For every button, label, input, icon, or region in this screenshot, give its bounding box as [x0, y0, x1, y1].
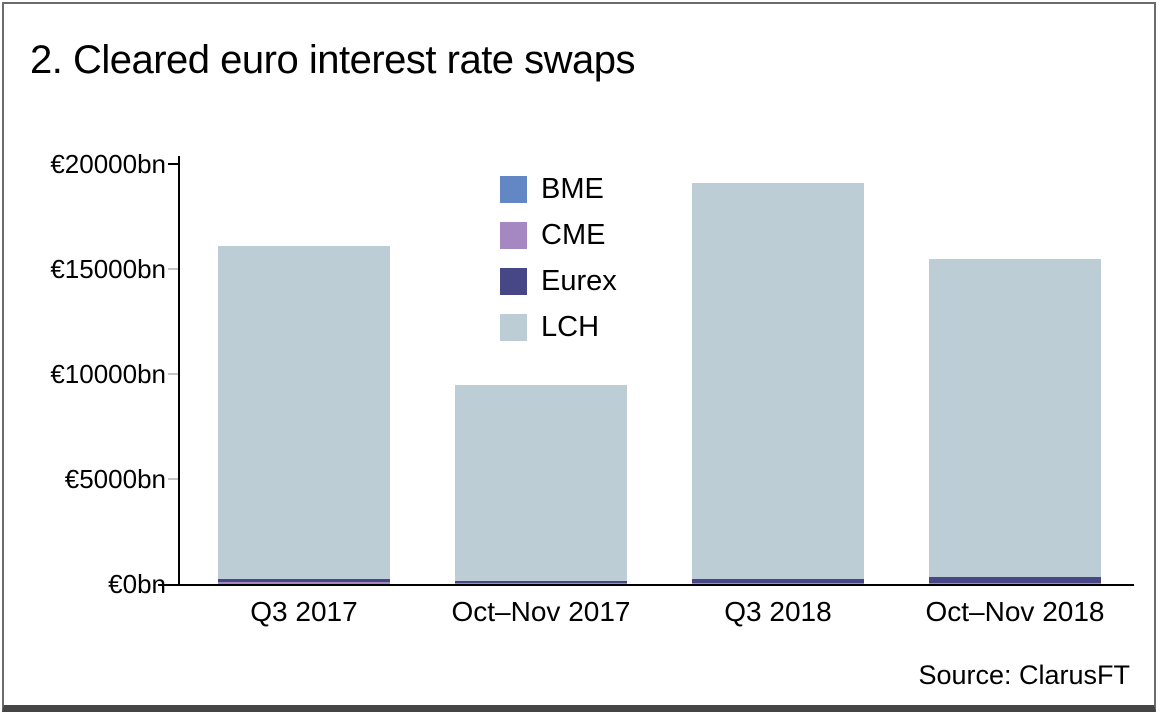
legend-item-bme: BME: [500, 175, 617, 204]
bar-segment-eurex: [692, 578, 864, 583]
legend-item-lch: LCH: [500, 313, 617, 342]
bar-segment-lch: [455, 384, 627, 582]
x-axis-line: [158, 584, 1134, 586]
y-tick: [168, 373, 178, 375]
bar-q3-2018: [692, 182, 864, 584]
legend-swatch-lch: [500, 314, 527, 341]
bar-segment-eurex: [455, 581, 627, 584]
chart-title: 2. Cleared euro interest rate swaps: [30, 38, 636, 82]
bar-segment-cme: [455, 583, 627, 584]
bar-q3-2017: [218, 245, 390, 584]
bar-segment-eurex: [218, 578, 390, 582]
legend: BME CME Eurex LCH: [500, 175, 617, 359]
y-tick: [168, 478, 178, 480]
source-note: Source: ClarusFT: [918, 660, 1130, 690]
legend-swatch-bme: [500, 176, 527, 203]
x-axis-label: Oct–Nov 2018: [925, 596, 1105, 627]
bar-oct-nov-2017: [455, 384, 627, 584]
y-axis-label: €5000bn: [64, 464, 166, 494]
legend-swatch-cme: [500, 222, 527, 249]
y-axis-label: €0bn: [108, 569, 166, 599]
y-axis-line: [178, 156, 180, 586]
bar-segment-cme: [929, 583, 1101, 584]
bar-segment-lch: [692, 182, 864, 579]
legend-item-cme: CME: [500, 221, 617, 250]
legend-label: Eurex: [541, 265, 617, 297]
bar-segment-eurex: [929, 577, 1101, 584]
y-axis-label: €20000bn: [50, 149, 166, 179]
legend-swatch-eurex: [500, 268, 527, 295]
x-axis-label: Q3 2017: [250, 596, 358, 627]
legend-label: BME: [541, 173, 604, 205]
x-axis-label: Oct–Nov 2017: [451, 596, 631, 627]
y-tick: [168, 163, 178, 165]
y-axis-label: €15000bn: [50, 254, 166, 284]
y-axis-label: €10000bn: [50, 359, 166, 389]
legend-item-eurex: Eurex: [500, 267, 617, 296]
legend-label: LCH: [541, 311, 600, 343]
legend-label: CME: [541, 219, 606, 251]
bar-segment-lch: [218, 245, 390, 579]
x-axis-label: Q3 2018: [724, 596, 832, 627]
bar-segment-cme: [692, 582, 864, 584]
bar-segment-lch: [929, 258, 1101, 578]
bar-oct-nov-2018: [929, 258, 1101, 584]
bar-segment-cme: [218, 581, 390, 584]
y-tick: [168, 268, 178, 270]
